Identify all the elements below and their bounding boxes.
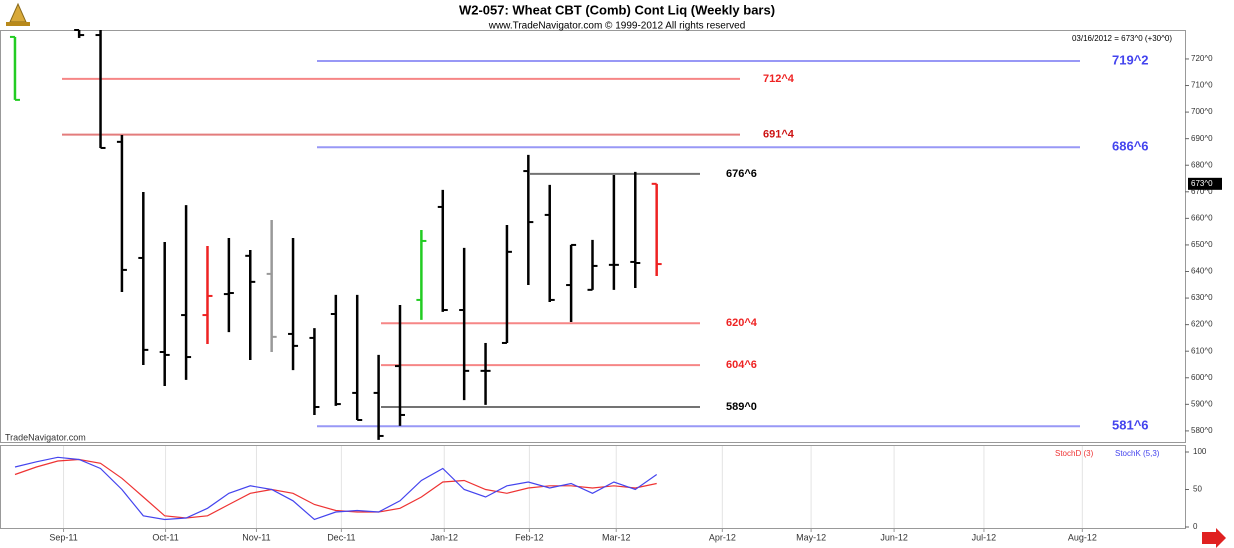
- legend-label: StochD (3): [1055, 449, 1094, 458]
- y2-tick-label: 0: [1193, 522, 1198, 531]
- indicator-line: [14, 458, 657, 519]
- indicator-line: [14, 456, 658, 521]
- y-tick-label: 580^0: [1191, 426, 1213, 435]
- x-tick-label: Jan-12: [431, 532, 459, 542]
- logo: [6, 2, 30, 26]
- y-tick-label: 670^0: [1191, 187, 1213, 196]
- x-tick-label: Sep-11: [49, 532, 77, 542]
- level-label: 686^6: [1112, 139, 1149, 154]
- status: 03/16/2012 = 673^0 (+30^0): [1072, 34, 1172, 43]
- y-tick-label: 620^0: [1191, 320, 1213, 329]
- indicator-panel: [0, 445, 1186, 529]
- level-label: 581^6: [1112, 418, 1149, 433]
- y2-tick-label: 50: [1193, 485, 1202, 494]
- scroll-arrow[interactable]: [1202, 528, 1226, 548]
- y-tick-label: 710^0: [1191, 81, 1213, 90]
- level-label: 620^4: [726, 317, 758, 329]
- y-tick-label: 640^0: [1191, 267, 1213, 276]
- price-panel: [0, 30, 1186, 443]
- y-tick-label: 590^0: [1191, 399, 1213, 408]
- x-tick-label: Dec-11: [327, 532, 355, 542]
- level-label: 589^0: [726, 401, 757, 413]
- y-tick-label: 610^0: [1191, 346, 1213, 355]
- x-tick-label: Nov-11: [242, 532, 270, 542]
- watermark: TradeNavigator.com: [5, 432, 86, 442]
- y-tick-label: 700^0: [1191, 107, 1213, 116]
- x-tick-label: May-12: [796, 532, 826, 542]
- y-tick-label: 720^0: [1191, 54, 1213, 63]
- level-label: 719^2: [1112, 52, 1149, 67]
- x-tick-label: Aug-12: [1068, 532, 1097, 542]
- chart-title: W2-057: Wheat CBT (Comb) Cont Liq (Weekl…: [459, 2, 775, 17]
- last-price-label: 673^0: [1191, 179, 1213, 188]
- level-label: 676^6: [726, 168, 757, 180]
- x-tick-label: Apr-12: [709, 532, 736, 542]
- x-tick-label: Jun-12: [880, 532, 908, 542]
- y2-tick-label: 100: [1193, 447, 1207, 456]
- x-tick-label: Mar-12: [602, 532, 631, 542]
- x-tick-label: Jul-12: [972, 532, 997, 542]
- subtitle: www.TradeNavigator.com © 1999-2012 All r…: [488, 21, 746, 32]
- level-label: 712^4: [763, 73, 795, 85]
- level-label: 604^6: [726, 359, 757, 371]
- x-tick-label: Oct-11: [152, 532, 178, 542]
- y-tick-label: 600^0: [1191, 373, 1213, 382]
- last-price-box: [1188, 177, 1222, 190]
- legend-label: StochK (5,3): [1115, 449, 1160, 458]
- x-tick-label: Feb-12: [515, 532, 544, 542]
- level-label: 691^4: [763, 129, 795, 141]
- y-tick-label: 660^0: [1191, 213, 1213, 222]
- y-tick-label: 650^0: [1191, 240, 1213, 249]
- y-tick-label: 630^0: [1191, 293, 1213, 302]
- y-tick-label: 680^0: [1191, 160, 1213, 169]
- y-tick-label: 690^0: [1191, 134, 1213, 143]
